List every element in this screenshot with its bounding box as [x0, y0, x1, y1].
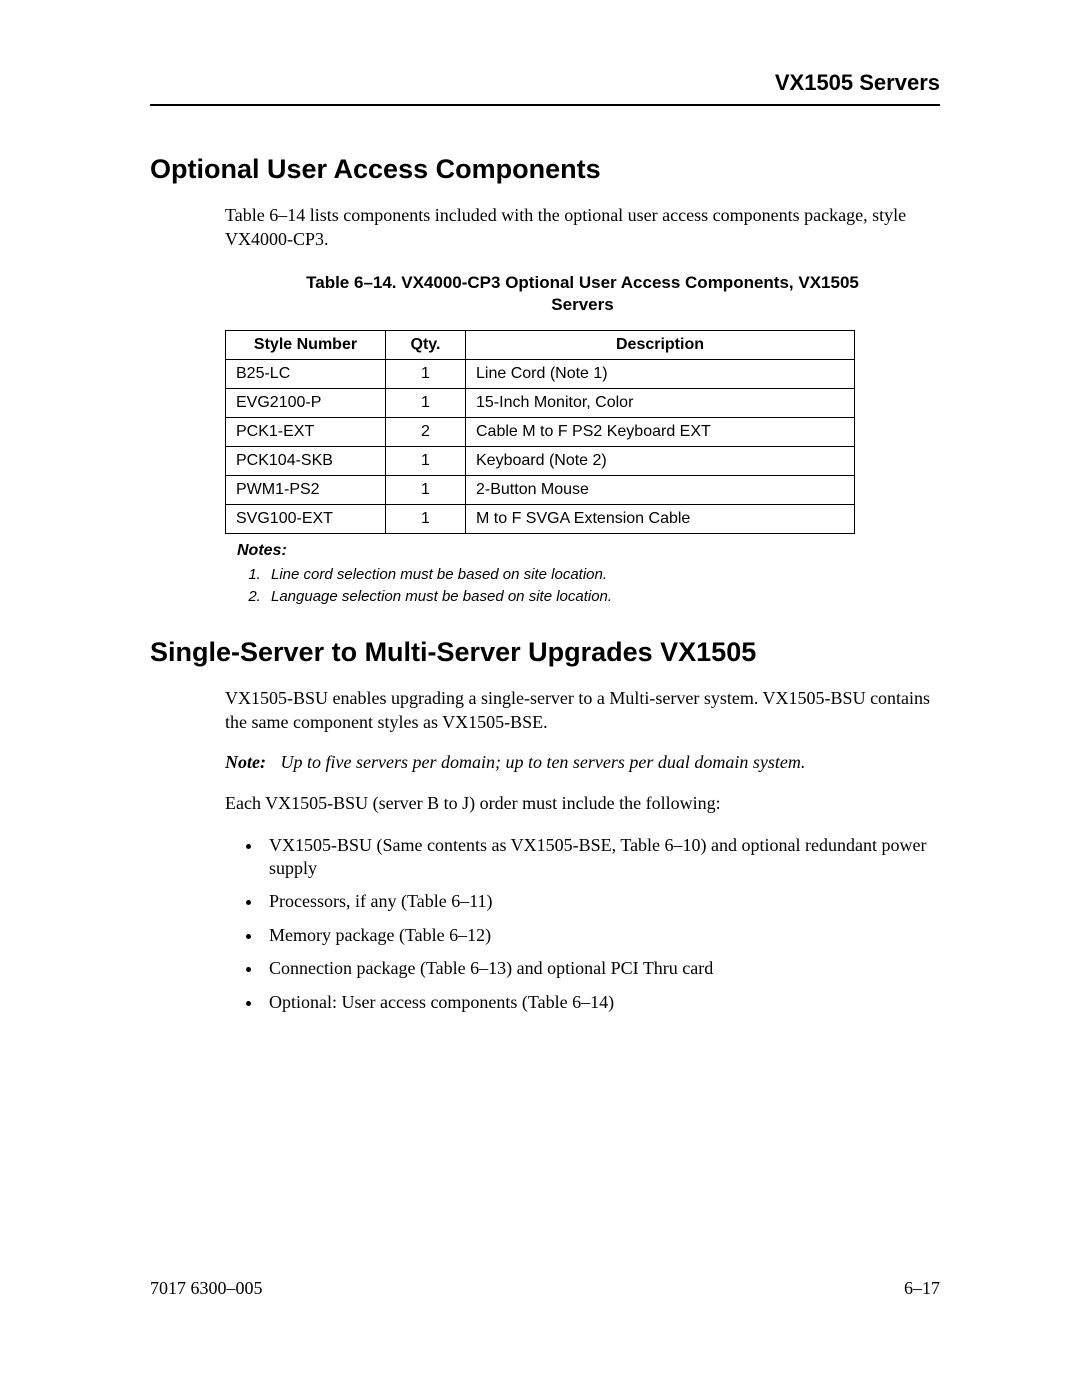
col-header-qty: Qty. — [386, 330, 466, 359]
section1-intro: Table 6–14 lists components included wit… — [225, 203, 940, 252]
cell-qty: 2 — [386, 417, 466, 446]
header-rule — [150, 104, 940, 106]
table-row: EVG2100-P 1 15-Inch Monitor, Color — [226, 388, 855, 417]
table-row: B25-LC 1 Line Cord (Note 1) — [226, 359, 855, 388]
list-item: Memory package (Table 6–12) — [263, 924, 940, 947]
table-row: SVG100-EXT 1 M to F SVGA Extension Cable — [226, 504, 855, 533]
table-row: PCK1-EXT 2 Cable M to F PS2 Keyboard EXT — [226, 417, 855, 446]
cell-style: SVG100-EXT — [226, 504, 386, 533]
running-header: VX1505 Servers — [150, 70, 940, 104]
cell-style: PCK1-EXT — [226, 417, 386, 446]
cell-style: PCK104-SKB — [226, 446, 386, 475]
cell-style: EVG2100-P — [226, 388, 386, 417]
note-item: Language selection must be based on site… — [265, 586, 940, 609]
list-item: VX1505-BSU (Same contents as VX1505-BSE,… — [263, 834, 940, 881]
page-footer: 7017 6300–005 6–17 — [150, 1278, 940, 1299]
cell-desc: 2-Button Mouse — [466, 475, 855, 504]
section2-body: VX1505-BSU enables upgrading a single-se… — [225, 686, 940, 1014]
note-label: Note: — [225, 752, 266, 772]
cell-desc: Cable M to F PS2 Keyboard EXT — [466, 417, 855, 446]
table-row: PCK104-SKB 1 Keyboard (Note 2) — [226, 446, 855, 475]
section1-body: Table 6–14 lists components included wit… — [225, 203, 940, 609]
notes-heading: Notes: — [237, 542, 940, 560]
section2-para1: VX1505-BSU enables upgrading a single-se… — [225, 686, 940, 735]
section-heading-upgrades: Single-Server to Multi-Server Upgrades V… — [150, 637, 940, 668]
page-content: VX1505 Servers Optional User Access Comp… — [150, 70, 940, 1024]
section-heading-optional-components: Optional User Access Components — [150, 154, 940, 185]
cell-qty: 1 — [386, 388, 466, 417]
list-item: Optional: User access components (Table … — [263, 991, 940, 1014]
table-caption: Table 6–14. VX4000-CP3 Optional User Acc… — [303, 272, 863, 316]
cell-qty: 1 — [386, 504, 466, 533]
table-header-row: Style Number Qty. Description — [226, 330, 855, 359]
cell-desc: Line Cord (Note 1) — [466, 359, 855, 388]
list-item: Processors, if any (Table 6–11) — [263, 890, 940, 913]
cell-qty: 1 — [386, 475, 466, 504]
section2-para2: Each VX1505-BSU (server B to J) order mu… — [225, 791, 940, 815]
col-header-style: Style Number — [226, 330, 386, 359]
cell-desc: M to F SVGA Extension Cable — [466, 504, 855, 533]
cell-desc: 15-Inch Monitor, Color — [466, 388, 855, 417]
section2-note: Note: Up to five servers per domain; up … — [225, 752, 940, 773]
cell-style: B25-LC — [226, 359, 386, 388]
footer-page-number: 6–17 — [904, 1278, 940, 1299]
cell-qty: 1 — [386, 446, 466, 475]
list-item: Connection package (Table 6–13) and opti… — [263, 957, 940, 980]
footer-doc-number: 7017 6300–005 — [150, 1278, 263, 1299]
components-table: Style Number Qty. Description B25-LC 1 L… — [225, 330, 855, 534]
requirements-list: VX1505-BSU (Same contents as VX1505-BSE,… — [263, 834, 940, 1014]
cell-style: PWM1-PS2 — [226, 475, 386, 504]
note-item: Line cord selection must be based on sit… — [265, 564, 940, 587]
note-body: Up to five servers per domain; up to ten… — [280, 752, 805, 772]
cell-desc: Keyboard (Note 2) — [466, 446, 855, 475]
cell-qty: 1 — [386, 359, 466, 388]
notes-list: Line cord selection must be based on sit… — [265, 564, 940, 609]
col-header-desc: Description — [466, 330, 855, 359]
table-row: PWM1-PS2 1 2-Button Mouse — [226, 475, 855, 504]
